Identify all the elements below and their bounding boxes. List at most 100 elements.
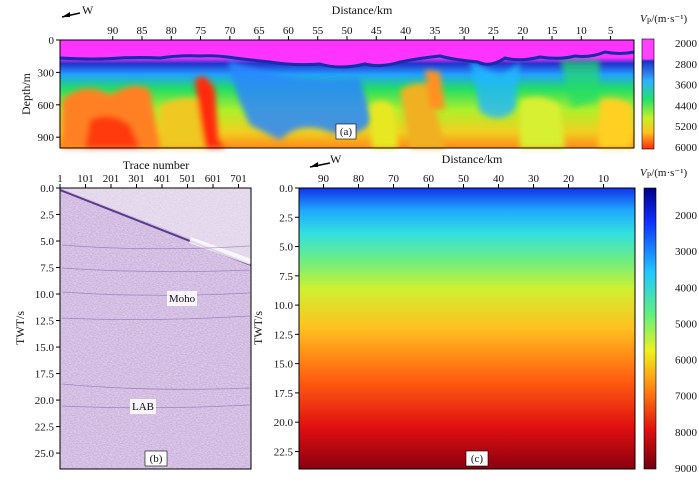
panel-a-tag: (a) xyxy=(340,126,353,138)
panel-b-first-arrival-gap xyxy=(188,237,253,265)
panel-a-x-axis-label: Distance/km xyxy=(332,3,393,17)
panel-a-x-tick-label: 65 xyxy=(254,25,266,37)
panel-a-x-tick-label: 85 xyxy=(137,25,149,37)
panel-c-x-tick-label: 90 xyxy=(318,173,330,185)
panel-c-colorbar-tick-label: 7000 xyxy=(675,391,698,403)
panel-b-x-tick-label: 601 xyxy=(205,173,222,185)
panel-a-tag-box xyxy=(335,123,357,140)
panel-c-colorbar-tick-label: 8000 xyxy=(675,427,698,439)
panel-a-colorbar-tick-label: 2800 xyxy=(675,59,698,71)
panel-a-x-tick-label: 55 xyxy=(312,25,324,37)
panel-a-y-tick-label: 0 xyxy=(49,35,55,47)
panel-b-x-tick-label: 301 xyxy=(128,173,145,185)
panel-a-y-tick-label: 600 xyxy=(38,100,55,112)
panel-a-x-tick-label: 40 xyxy=(400,25,412,37)
panel-c-x-tick-label: 60 xyxy=(423,173,435,185)
panel-c-x-ticks: 90 80 70 60 50 40 30 20 10 xyxy=(318,173,610,188)
panel-b-y-tick-label: 7.5 xyxy=(40,263,54,275)
panel-a-colorbar-ticks: 2000 2800 3600 4400 5200 6000 xyxy=(675,38,698,154)
panel-c-colorbar-tick-label: 9000 xyxy=(675,463,698,475)
panel-a-direction-label: W xyxy=(82,3,94,17)
panel-b-x-tick-label: 701 xyxy=(230,173,247,185)
panel-c-y-axis-label: TWT/s xyxy=(251,311,265,345)
panel-a-top-layer xyxy=(60,40,634,67)
panel-a-x-tick-label: 35 xyxy=(429,25,441,37)
panel-a-x-tick-label: 30 xyxy=(459,25,471,37)
panel-b-moho-box xyxy=(167,291,197,306)
panel-a-x-tick-label: 80 xyxy=(166,25,178,37)
panel-c-x-tick-label: 10 xyxy=(598,173,610,185)
panel-a-y-tick-label: 900 xyxy=(38,132,55,144)
panel-c-y-tick-label: 22.5 xyxy=(274,446,294,458)
panel-b-y-tick-label: 25.0 xyxy=(35,448,55,460)
panel-a-y-axis-label: Depth/m xyxy=(19,72,33,115)
panel-c-y-tick-label: 12.5 xyxy=(274,329,294,341)
panel-c-velocity-field xyxy=(299,188,635,469)
panel-b-x-tick-label: 1 xyxy=(57,173,63,185)
panel-c-colorbar-tick-label: 3000 xyxy=(675,246,698,258)
panel-c-direction-label: W xyxy=(330,152,342,166)
panel-a-contact xyxy=(59,50,635,69)
panel-b-reflections xyxy=(61,244,251,409)
panel-b-y-tick-label: 0.0 xyxy=(40,183,54,195)
panel-a-colorbar-tick-label: 4400 xyxy=(675,100,698,112)
panel-c-y-tick-label: 20.0 xyxy=(274,417,294,429)
panel-c-x-tick-label: 70 xyxy=(388,173,400,185)
panel-a-x-tick-label: 45 xyxy=(371,25,383,37)
panel-b-lab-box xyxy=(130,399,156,414)
panel-c-frame xyxy=(298,187,636,470)
panel-b-y-tick-label: 20.0 xyxy=(35,395,55,407)
panel-a-y-ticks: 0 300 600 900 xyxy=(38,35,60,144)
panel-a-x-tick-label: 5 xyxy=(608,25,614,37)
panel-b-y-tick-label: 2.5 xyxy=(40,210,54,222)
panel-b-y-tick-label: 17.5 xyxy=(35,369,55,381)
panel-a-colorbar xyxy=(641,38,655,150)
panel-a-direction-arrow: W xyxy=(61,3,94,18)
panel-a-x-tick-label: 20 xyxy=(517,25,529,37)
panel-a-colorbar-title: VP/(m·s⁻¹) xyxy=(640,13,688,26)
panel-b-y-tick-label: 15.0 xyxy=(35,342,55,354)
panel-c-x-tick-label: 80 xyxy=(353,173,365,185)
panel-c: W Distance/km TWT/s 90 80 70 60 50 40 30 20 10 0… xyxy=(251,152,698,475)
panel-a-x-ticks: 90 85 80 75 70 65 60 55 50 45 40 35 30 25 20 15 10 5 xyxy=(107,25,614,40)
panel-c-y-tick-label: 5.0 xyxy=(279,242,293,254)
panel-a-highs xyxy=(62,70,632,148)
panel-c-tag-box xyxy=(465,450,489,467)
panel-b-x-ticks: 1 101 201 301 401 501 601 701 xyxy=(57,173,247,188)
panel-a-x-tick-label: 25 xyxy=(488,25,500,37)
panel-a-x-tick-label: 10 xyxy=(576,25,588,37)
panel-b-tag: (b) xyxy=(150,453,163,465)
panel-b-x-tick-label: 101 xyxy=(77,173,94,185)
panel-b-y-tick-label: 5.0 xyxy=(40,236,54,248)
panel-b-moho-label: Moho xyxy=(169,293,196,305)
panel-b-tag-box xyxy=(144,450,168,467)
panel-c-x-tick-label: 40 xyxy=(493,173,505,185)
panel-b-x-axis-label: Trace number xyxy=(123,158,190,172)
panel-c-x-tick-label: 50 xyxy=(458,173,470,185)
panel-c-y-tick-label: 17.5 xyxy=(274,388,294,400)
panel-b-frame xyxy=(59,187,252,470)
panel-b-x-tick-label: 401 xyxy=(154,173,171,185)
panel-a-x-tick-label: 15 xyxy=(547,25,559,37)
panel-c-y-tick-label: 15.0 xyxy=(274,359,294,371)
panel-c-colorbar-ticks: 2000 3000 4000 5000 6000 7000 8000 9000 xyxy=(675,210,698,475)
panel-c-y-tick-label: 10.0 xyxy=(274,300,294,312)
panel-c-y-tick-label: 2.5 xyxy=(279,212,293,224)
panel-c-y-tick-label: 0.0 xyxy=(279,183,293,195)
panel-c-colorbar-tick-label: 2000 xyxy=(675,210,698,222)
panel-c-colorbar-tick-label: 4000 xyxy=(675,282,698,294)
panel-c-tag: (c) xyxy=(471,453,484,465)
panel-a: W Distance/km Depth/m 90 85 80 75 70 65 60 55 50… xyxy=(19,3,698,154)
panel-b-x-tick-label: 201 xyxy=(103,173,120,185)
panel-c-colorbar xyxy=(643,187,657,470)
panel-c-colorbar-title: VP/(m·s⁻¹) xyxy=(640,167,688,180)
panel-a-x-tick-label: 70 xyxy=(224,25,236,37)
panel-b-y-tick-label: 12.5 xyxy=(35,316,55,328)
panel-a-troughs xyxy=(228,60,600,140)
panel-a-x-tick-label: 90 xyxy=(107,25,119,37)
panel-b-y-ticks: 0.0 2.5 5.0 7.5 10.0 12.5 15.0 17.5 20.0 22.5 25.0 xyxy=(35,183,60,460)
panel-c-x-tick-label: 20 xyxy=(563,173,575,185)
panel-a-colorbar-tick-label: 5200 xyxy=(675,121,698,133)
panel-c-x-tick-label: 30 xyxy=(528,173,540,185)
